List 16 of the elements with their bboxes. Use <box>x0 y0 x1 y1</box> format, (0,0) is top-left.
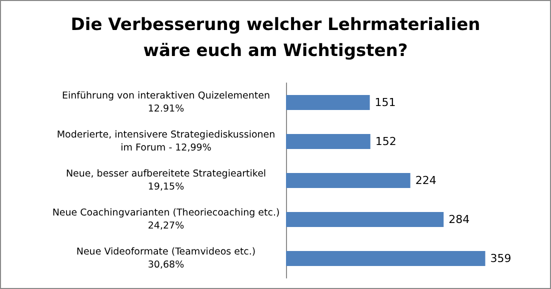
bar <box>286 212 444 227</box>
y-tick-label: Einführung von interaktiven Quizelementen 12.91% <box>62 90 270 114</box>
bar <box>286 95 370 110</box>
y-tick-label: Neue Coachingvarianten (Theoriecoaching etc.) 24,27% <box>52 208 280 232</box>
data-label: 152 <box>375 135 396 148</box>
data-label: 151 <box>374 96 396 109</box>
data-label: 359 <box>490 252 512 265</box>
y-tick-label: Neue Videoformate (Teamvideos etc.) 30,68% <box>76 246 256 270</box>
y-tick-label: Moderierte, intensivere Strategiediskussionen im Forum - 12,99% <box>56 130 276 154</box>
data-label: 284 <box>448 213 470 226</box>
data-label: 224 <box>415 174 436 187</box>
y-tick-label: Neue, besser aufbereitete Strategieartikel 19,15% <box>66 168 266 192</box>
bar <box>286 251 486 266</box>
chart-title: Die Verbesserung welcher Lehrmaterialien wäre euch am Wichtigsten? <box>70 15 480 61</box>
bar <box>286 173 410 188</box>
bar <box>286 134 370 149</box>
